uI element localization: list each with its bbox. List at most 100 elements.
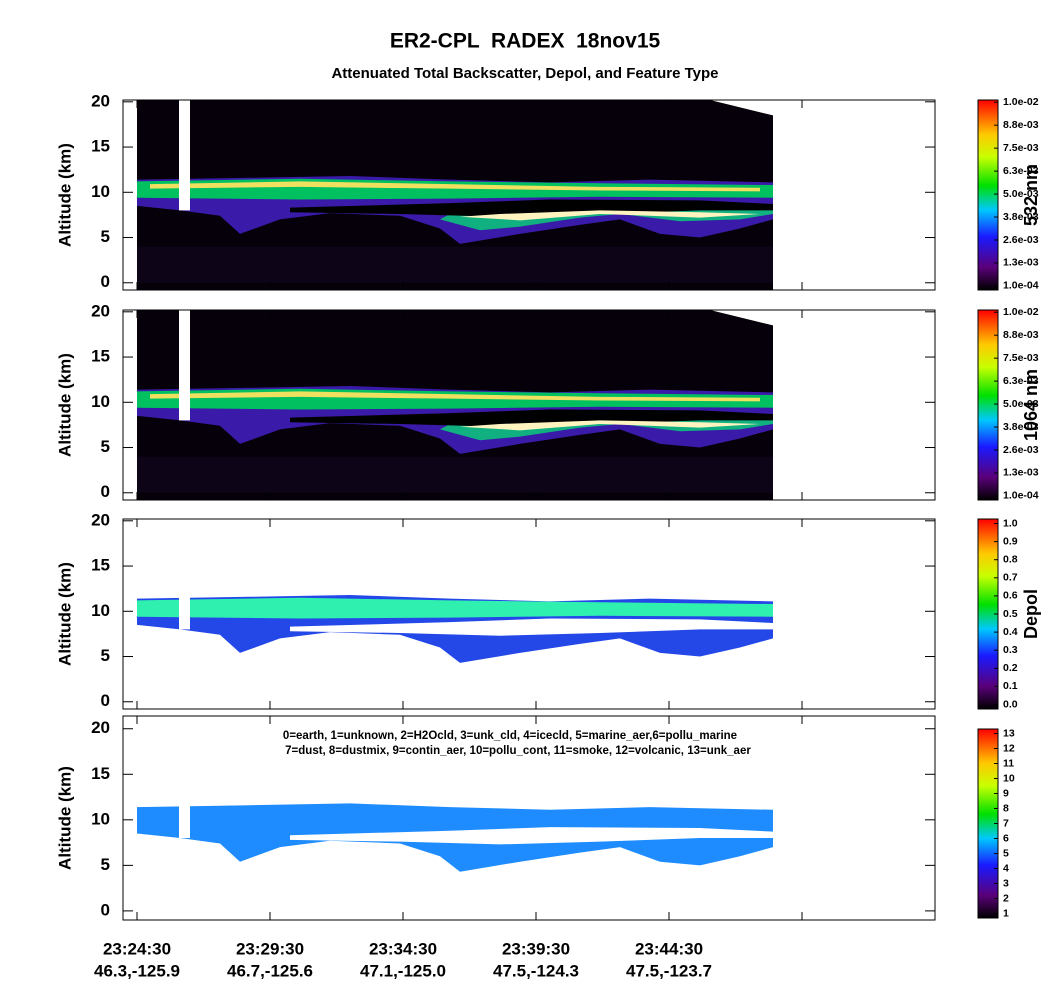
y-tick-label: 5 xyxy=(101,855,110,874)
colorbar-tick-label: 0.7 xyxy=(1003,572,1018,584)
colorbar-tick-label: 9 xyxy=(1003,787,1009,799)
colorbar-tick-label: 10 xyxy=(1003,772,1015,784)
y-tick-label: 10 xyxy=(91,392,110,411)
x-location-label: 46.3,-125.9 xyxy=(94,961,180,980)
colorbar-tick-label: 2.6e-03 xyxy=(1003,444,1039,456)
colorbar-tick-label: 0.9 xyxy=(1003,535,1018,547)
legend-note: 7=dust, 8=dustmix, 9=contin_aer, 10=poll… xyxy=(285,745,751,757)
colorbar-tick-label: 1.0e-02 xyxy=(1003,96,1039,108)
colorbar-tick-label: 8.8e-03 xyxy=(1003,329,1039,341)
colorbar-tick-label: 3 xyxy=(1003,877,1009,889)
y-tick-label: 5 xyxy=(101,227,110,246)
colorbar xyxy=(977,99,999,291)
colorbar-tick-label: 0.1 xyxy=(1003,680,1018,692)
curtain-region xyxy=(460,420,760,431)
colorbar-tick-label: 12 xyxy=(1003,742,1015,754)
colorbar-tick-label: 5 xyxy=(1003,847,1009,859)
colorbar-tick-label: 0.8 xyxy=(1003,553,1018,565)
data-gap xyxy=(179,519,190,630)
x-location-label: 47.5,-124.3 xyxy=(493,961,579,980)
y-tick-label: 0 xyxy=(101,272,110,291)
colorbar-tick-label: 1.0e-04 xyxy=(1003,490,1039,502)
curtain-region xyxy=(460,210,760,221)
colorbar-tick-label: 3.8e-03 xyxy=(1003,211,1039,223)
y-tick-label: 20 xyxy=(91,91,110,110)
colorbar-tick-label: 6.3e-03 xyxy=(1003,165,1039,177)
curtain xyxy=(137,519,773,663)
data-gap xyxy=(179,100,190,211)
colorbar-tick-label: 2 xyxy=(1003,892,1009,904)
curtain-region xyxy=(290,199,773,217)
x-tick-label: 23:24:30 xyxy=(103,939,171,958)
colorbar-tick-label: 0.4 xyxy=(1003,626,1018,638)
y-tick-label: 10 xyxy=(91,182,110,201)
plot-frame xyxy=(122,518,936,710)
y-tick-label: 10 xyxy=(91,601,110,620)
colorbar-tick-label: 0.2 xyxy=(1003,662,1018,674)
curtain xyxy=(137,716,773,872)
y-tick-label: 10 xyxy=(91,809,110,828)
y-tick-label: 5 xyxy=(101,646,110,665)
curtain-region xyxy=(290,618,773,636)
colorbar-tick-label: 1.3e-03 xyxy=(1003,467,1039,479)
colorbar-tick-label: 1 xyxy=(1003,907,1009,919)
colorbar-label: 532 nm xyxy=(1021,164,1041,226)
colorbar-tick-label: 1.3e-03 xyxy=(1003,257,1039,269)
colorbar-tick-label: 11 xyxy=(1003,757,1014,769)
y-axis-label: Altitude (km) xyxy=(55,353,74,457)
y-tick-label: 20 xyxy=(91,510,110,529)
plot-frame xyxy=(122,99,936,291)
x-location-label: 47.5,-123.7 xyxy=(626,961,712,980)
x-tick-label: 23:44:30 xyxy=(635,939,703,958)
colorbar-tick-label: 0.6 xyxy=(1003,590,1018,602)
colorbar-tick-label: 1.0e-04 xyxy=(1003,280,1039,292)
colorbar-tick-label: 0.3 xyxy=(1003,644,1018,656)
curtain-region xyxy=(137,597,773,619)
plot-frame xyxy=(122,715,936,921)
y-tick-label: 15 xyxy=(91,137,110,156)
colorbar-tick-label: 8 xyxy=(1003,802,1009,814)
y-axis-label: Altitude (km) xyxy=(55,562,74,666)
y-axis-label: Altitude (km) xyxy=(55,766,74,870)
x-location-label: 46.7,-125.6 xyxy=(227,961,313,980)
curtain xyxy=(137,310,773,500)
chart-title: ER2-CPL RADEX 18nov15 xyxy=(390,30,661,53)
y-tick-label: 15 xyxy=(91,764,110,783)
x-location-label: 47.1,-125.0 xyxy=(360,961,446,980)
x-tick-label: 23:39:30 xyxy=(502,939,570,958)
legend-note: 0=earth, 1=unknown, 2=H2Ocld, 3=unk_cld,… xyxy=(283,730,737,742)
curtain-region xyxy=(150,181,760,192)
colorbar-tick-label: 8.8e-03 xyxy=(1003,119,1039,131)
curtain-region xyxy=(137,246,773,283)
colorbar-tick-label: 13 xyxy=(1003,727,1015,739)
colorbar-tick-label: 0.5 xyxy=(1003,608,1018,620)
curtain-region xyxy=(150,391,760,402)
x-tick-label: 23:29:30 xyxy=(236,939,304,958)
colorbar xyxy=(977,309,999,501)
data-gap xyxy=(179,310,190,421)
colorbar-tick-label: 1.0e-02 xyxy=(1003,306,1039,318)
colorbar-tick-label: 3.8e-03 xyxy=(1003,421,1039,433)
colorbar-tick-label: 7.5e-03 xyxy=(1003,142,1039,154)
y-axis-label: Altitude (km) xyxy=(55,143,74,247)
y-tick-label: 15 xyxy=(91,556,110,575)
y-tick-label: 15 xyxy=(91,347,110,366)
curtain-region xyxy=(290,827,773,845)
colorbar-tick-label: 6.3e-03 xyxy=(1003,375,1039,387)
plot-frame xyxy=(122,309,936,501)
colorbar-tick-label: 7.5e-03 xyxy=(1003,352,1039,364)
colorbar-label: Depol xyxy=(1021,589,1041,639)
colorbar-tick-label: 0.0 xyxy=(1003,698,1018,710)
curtain-region xyxy=(137,456,773,493)
y-tick-label: 0 xyxy=(101,691,110,710)
colorbar-tick-label: 5.0e-03 xyxy=(1003,398,1039,410)
data-gap xyxy=(179,716,190,839)
y-tick-label: 5 xyxy=(101,437,110,456)
y-tick-label: 0 xyxy=(101,482,110,501)
colorbar-label: 1064 nm xyxy=(1021,369,1041,441)
colorbar-tick-label: 1.0 xyxy=(1003,517,1018,529)
x-tick-label: 23:34:30 xyxy=(369,939,437,958)
curtain-region xyxy=(290,409,773,427)
y-tick-label: 0 xyxy=(101,900,110,919)
